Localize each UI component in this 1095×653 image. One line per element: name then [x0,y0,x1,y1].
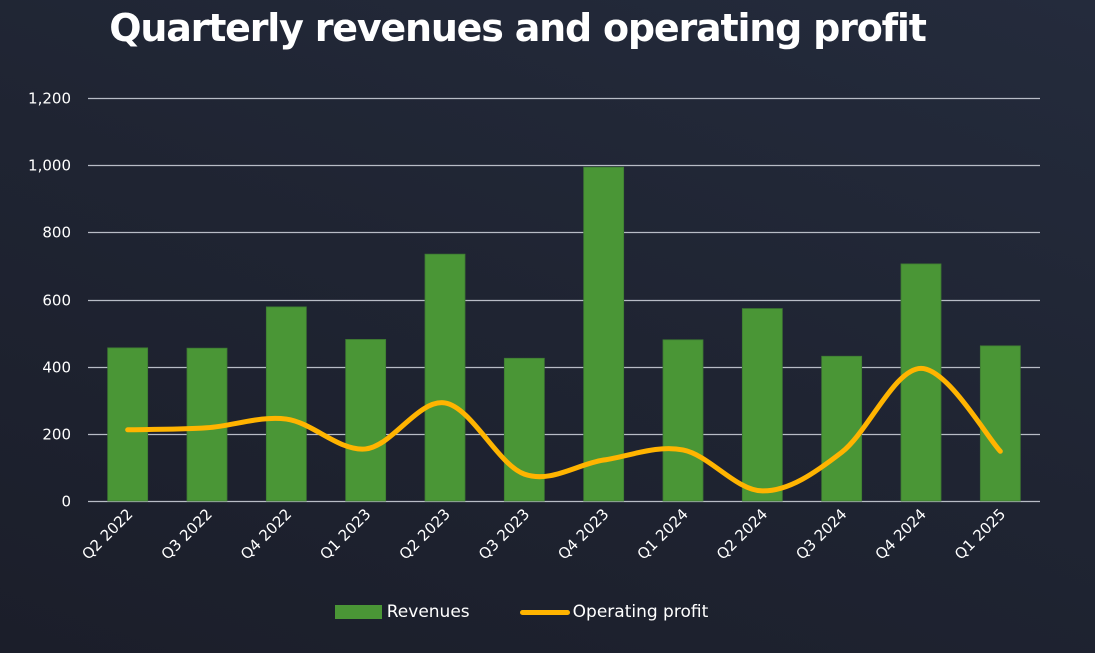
x-tick-label: Q4 2024 [872,505,930,563]
x-tick-label: Q1 2024 [634,505,692,563]
x-tick-label: Q3 2023 [475,505,533,563]
legend-label-operating-profit: Operating profit [572,602,709,622]
x-tick-label: Q1 2025 [951,505,1009,563]
y-tick-label: 1,200 [28,90,71,108]
revenue-bar [821,355,863,502]
revenue-bar [265,306,307,502]
y-tick-label: 800 [42,224,71,242]
x-tick-label: Q4 2022 [237,505,295,563]
x-tick-label: Q3 2022 [158,505,216,563]
revenue-bar [107,347,149,502]
revenue-bar [345,339,387,502]
y-tick-label: 400 [42,359,71,377]
operating-profit-line-layer [125,365,1003,494]
x-tick-label: Q1 2023 [316,505,374,563]
y-axis-tick-labels: 0 200 400 600 800 1,000 1,200 [28,90,71,511]
y-tick-label: 0 [61,493,71,511]
revenue-bar [503,357,545,502]
revenue-bar [662,339,704,502]
x-tick-label: Q4 2023 [554,505,612,563]
y-tick-label: 1,000 [28,157,71,175]
legend-swatch-revenues [334,605,382,619]
x-tick-label: Q2 2023 [396,505,454,563]
revenue-bar [900,263,942,502]
operating-profit-line [125,365,1003,494]
legend-item-operating-profit: Operating profit [519,602,709,622]
gridlines [88,97,1040,503]
y-tick-label: 200 [42,426,71,444]
revenue-bars [107,166,1021,502]
x-tick-label: Q3 2024 [792,505,850,563]
revenue-bar [741,308,783,502]
x-axis-tick-labels: Q2 2022 Q3 2022 Q4 2022 Q1 2023 Q2 2023 Q3 20… [78,505,1009,563]
revenue-bar [979,345,1021,502]
revenue-bar [424,253,466,502]
x-tick-label: Q2 2024 [713,505,771,563]
chart-title: Quarterly revenues and operating profit [109,6,927,50]
legend-label-revenues: Revenues [386,602,470,622]
legend-swatch-operating-profit [519,609,570,615]
legend-item-revenues: Revenues [334,602,470,622]
revenue-bar [583,166,625,502]
x-tick-label: Q2 2022 [78,505,136,563]
legend: Revenues Operating profit [0,602,1043,622]
y-tick-label: 600 [42,292,71,310]
